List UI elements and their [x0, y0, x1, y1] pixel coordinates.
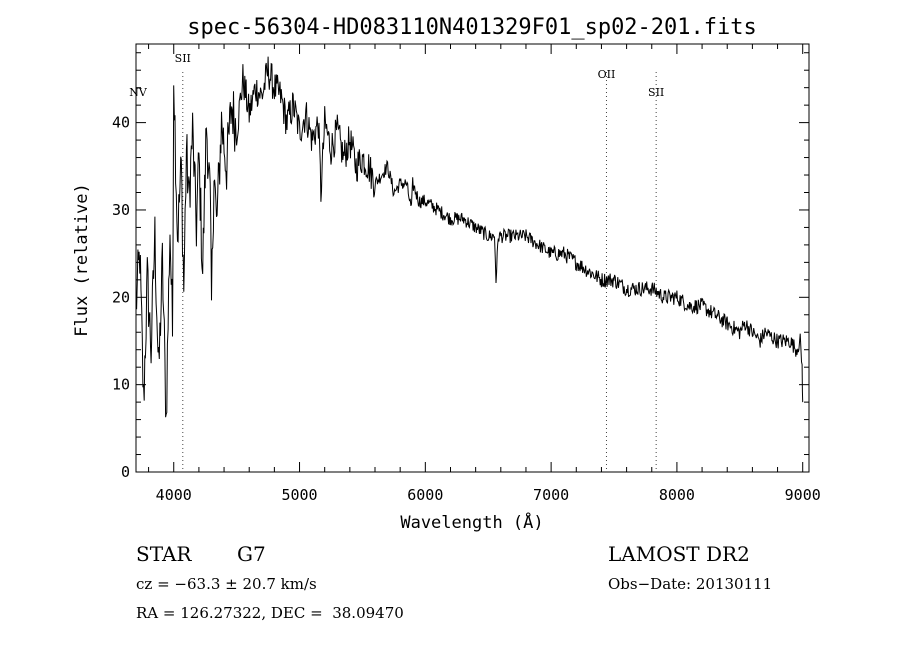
y-tick-label: 40: [112, 114, 130, 132]
coordinates: RA = 126.27322, DEC = 38.09470: [136, 604, 404, 622]
redshift-info: cz = −63.3 ± 20.7 km/s: [136, 575, 317, 593]
y-tick-label: 0: [121, 463, 130, 481]
y-axis-label: Flux (relative): [72, 183, 92, 337]
line-marker-label: SII: [175, 52, 191, 65]
x-tick-label: 9000: [785, 486, 821, 504]
spectrum-chart: spec-56304-HD083110N401329F01_sp02-201.f…: [72, 15, 821, 533]
object-class: STAR: [136, 542, 192, 566]
y-tick-label: 20: [112, 288, 130, 306]
chart-title: spec-56304-HD083110N401329F01_sp02-201.f…: [187, 15, 757, 40]
plot-frame: [135, 43, 810, 473]
line-marker-label: SII: [648, 86, 664, 99]
x-tick-label: 4000: [156, 486, 192, 504]
data-release: LAMOST DR2: [608, 542, 750, 566]
x-tick-label: 7000: [533, 486, 569, 504]
observation-date: Obs−Date: 20130111: [608, 575, 773, 593]
line-marker-label: OII: [598, 68, 616, 81]
spectrum-line: [135, 56, 804, 418]
line-marker-label: NV: [129, 86, 148, 99]
axes-group: 4000 5000 6000 7000 8000 9000 0 10 20 30 40: [112, 44, 821, 504]
object-subclass: G7: [237, 542, 266, 566]
x-tick-label: 6000: [407, 486, 443, 504]
x-tick-label: 8000: [659, 486, 695, 504]
y-tick-label: 10: [112, 376, 130, 394]
x-axis-label: Wavelength (Å): [400, 511, 543, 533]
y-tick-label: 30: [112, 201, 130, 219]
line-markers-group: NV SII OII SII: [129, 52, 664, 472]
x-tick-label: 5000: [281, 486, 317, 504]
